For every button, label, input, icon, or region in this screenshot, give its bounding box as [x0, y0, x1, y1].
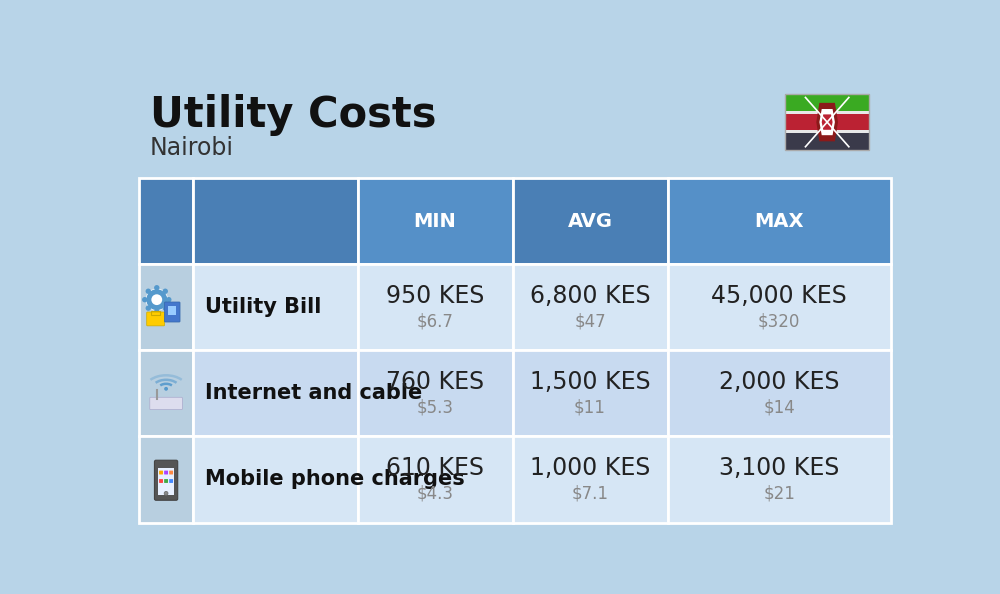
Circle shape — [163, 305, 168, 311]
Text: AVG: AVG — [568, 212, 612, 231]
Text: $14: $14 — [763, 399, 795, 416]
FancyBboxPatch shape — [158, 468, 174, 495]
Circle shape — [164, 387, 168, 391]
Text: $7.1: $7.1 — [572, 484, 608, 503]
FancyBboxPatch shape — [512, 178, 668, 264]
Text: Utility Costs: Utility Costs — [150, 94, 436, 135]
FancyBboxPatch shape — [785, 133, 869, 150]
FancyBboxPatch shape — [668, 178, 891, 264]
FancyBboxPatch shape — [668, 350, 891, 437]
FancyBboxPatch shape — [668, 264, 891, 350]
Circle shape — [163, 289, 168, 294]
FancyBboxPatch shape — [139, 437, 193, 523]
Text: $21: $21 — [763, 484, 795, 503]
FancyBboxPatch shape — [154, 460, 178, 500]
FancyBboxPatch shape — [358, 178, 512, 264]
FancyBboxPatch shape — [147, 312, 165, 326]
FancyBboxPatch shape — [169, 470, 173, 475]
FancyBboxPatch shape — [139, 178, 193, 264]
Polygon shape — [816, 103, 838, 141]
Text: 760 KES: 760 KES — [386, 370, 484, 394]
FancyBboxPatch shape — [512, 350, 668, 437]
Text: 2,000 KES: 2,000 KES — [719, 370, 839, 394]
Text: $11: $11 — [574, 399, 606, 416]
Circle shape — [146, 289, 168, 311]
Text: 45,000 KES: 45,000 KES — [711, 284, 847, 308]
Text: Internet and cable: Internet and cable — [205, 384, 422, 403]
FancyBboxPatch shape — [785, 94, 869, 111]
Text: $320: $320 — [758, 312, 800, 330]
Circle shape — [142, 297, 147, 302]
FancyBboxPatch shape — [139, 264, 193, 350]
FancyBboxPatch shape — [785, 113, 869, 131]
Circle shape — [151, 294, 162, 305]
Text: MIN: MIN — [414, 212, 456, 231]
Text: 1,500 KES: 1,500 KES — [530, 370, 650, 394]
Text: 6,800 KES: 6,800 KES — [530, 284, 650, 308]
FancyBboxPatch shape — [168, 306, 176, 315]
Text: Nairobi: Nairobi — [150, 136, 234, 160]
Text: Mobile phone charges: Mobile phone charges — [205, 469, 465, 489]
FancyBboxPatch shape — [358, 264, 512, 350]
FancyBboxPatch shape — [193, 437, 358, 523]
FancyBboxPatch shape — [785, 111, 869, 113]
Circle shape — [146, 289, 151, 294]
FancyBboxPatch shape — [512, 437, 668, 523]
Circle shape — [146, 305, 151, 311]
Circle shape — [166, 297, 172, 302]
Text: MAX: MAX — [754, 212, 804, 231]
FancyBboxPatch shape — [169, 479, 173, 483]
Text: 950 KES: 950 KES — [386, 284, 484, 308]
FancyBboxPatch shape — [193, 350, 358, 437]
FancyBboxPatch shape — [193, 264, 358, 350]
Text: $4.3: $4.3 — [416, 484, 454, 503]
FancyBboxPatch shape — [150, 397, 182, 410]
FancyBboxPatch shape — [358, 350, 512, 437]
FancyBboxPatch shape — [165, 302, 180, 322]
Circle shape — [154, 309, 159, 314]
Text: 3,100 KES: 3,100 KES — [719, 456, 839, 480]
Polygon shape — [822, 115, 833, 130]
FancyBboxPatch shape — [159, 470, 163, 475]
Text: 610 KES: 610 KES — [386, 456, 484, 480]
Text: Utility Bill: Utility Bill — [205, 298, 321, 317]
Text: $47: $47 — [574, 312, 606, 330]
FancyBboxPatch shape — [668, 437, 891, 523]
Text: 1,000 KES: 1,000 KES — [530, 456, 650, 480]
FancyBboxPatch shape — [785, 131, 869, 133]
Polygon shape — [819, 109, 835, 135]
Text: $6.7: $6.7 — [417, 312, 453, 330]
Circle shape — [154, 285, 159, 290]
FancyBboxPatch shape — [512, 264, 668, 350]
Circle shape — [164, 491, 168, 495]
FancyBboxPatch shape — [193, 178, 358, 264]
FancyBboxPatch shape — [358, 437, 512, 523]
Text: $5.3: $5.3 — [416, 399, 454, 416]
FancyBboxPatch shape — [164, 479, 168, 483]
FancyBboxPatch shape — [159, 479, 163, 483]
FancyBboxPatch shape — [164, 470, 168, 475]
FancyBboxPatch shape — [139, 350, 193, 437]
